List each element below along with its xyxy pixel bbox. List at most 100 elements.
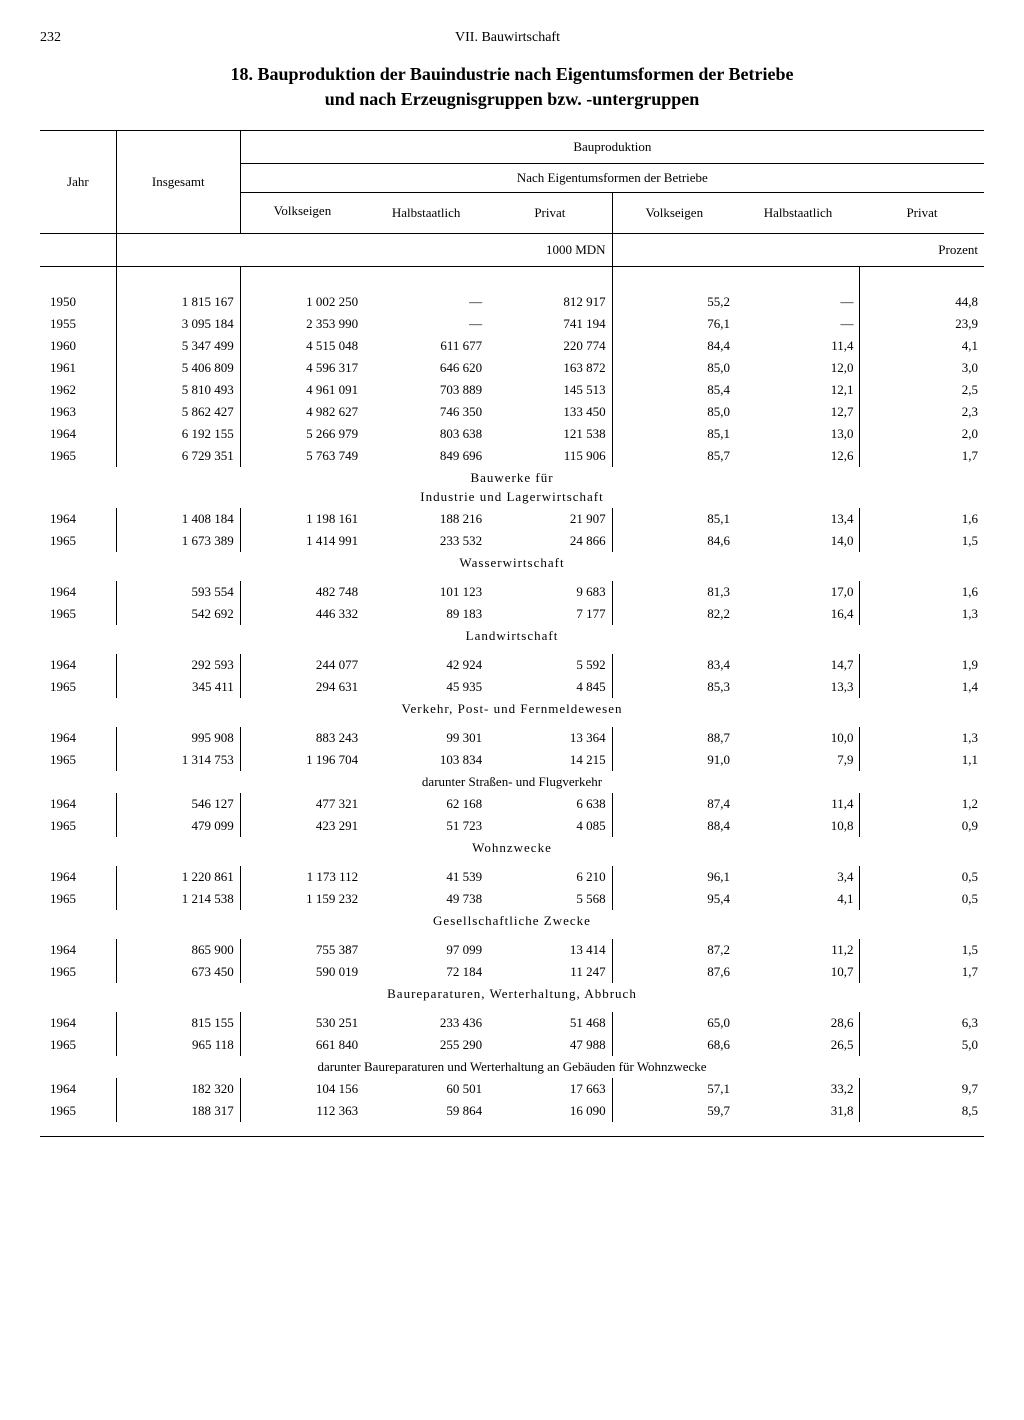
cell-h: 101 123 xyxy=(364,581,488,603)
cell-p: 812 917 xyxy=(488,291,612,313)
table-row: 19651 673 3891 414 991233 53224 86684,61… xyxy=(40,530,984,552)
cell-pp: 3,0 xyxy=(860,357,984,379)
cell-h: 62 168 xyxy=(364,793,488,815)
cell-total: 188 317 xyxy=(116,1100,240,1122)
cell-vp: 85,3 xyxy=(612,676,736,698)
cell-pp: 2,0 xyxy=(860,423,984,445)
section-header: VII. Bauwirtschaft xyxy=(61,30,954,46)
cell-p: 741 194 xyxy=(488,313,612,335)
unit-mdn: 1000 MDN xyxy=(116,234,612,267)
cell-vp: 84,4 xyxy=(612,335,736,357)
cell-vp: 87,2 xyxy=(612,939,736,961)
cell-h: 233 532 xyxy=(364,530,488,552)
table-row: 19553 095 1842 353 990—741 19476,1—23,9 xyxy=(40,313,984,335)
cell-total: 182 320 xyxy=(116,1078,240,1100)
col-year: Jahr xyxy=(40,131,116,234)
cell-p: 13 364 xyxy=(488,727,612,749)
cell-hp: 26,5 xyxy=(736,1034,860,1056)
cell-h: 51 723 xyxy=(364,815,488,837)
cell-total: 1 220 861 xyxy=(116,866,240,888)
cell-total: 1 673 389 xyxy=(116,530,240,552)
cell-p: 9 683 xyxy=(488,581,612,603)
cell-p: 220 774 xyxy=(488,335,612,357)
cell-p: 47 988 xyxy=(488,1034,612,1056)
cell-v: 446 332 xyxy=(240,603,364,625)
cell-year: 1965 xyxy=(40,445,116,467)
cell-v: 883 243 xyxy=(240,727,364,749)
table-row: 19635 862 4274 982 627746 350133 45085,0… xyxy=(40,401,984,423)
cell-v: 661 840 xyxy=(240,1034,364,1056)
cell-total: 995 908 xyxy=(116,727,240,749)
cell-v: 530 251 xyxy=(240,1012,364,1034)
cell-p: 13 414 xyxy=(488,939,612,961)
cell-year: 1965 xyxy=(40,749,116,771)
cell-hp: 33,2 xyxy=(736,1078,860,1100)
cell-v: 477 321 xyxy=(240,793,364,815)
cell-total: 5 406 809 xyxy=(116,357,240,379)
cell-vp: 82,2 xyxy=(612,603,736,625)
cell-pp: 0,5 xyxy=(860,866,984,888)
section-label: Bauwerke für xyxy=(40,467,984,489)
cell-pp: 1,6 xyxy=(860,508,984,530)
section-label: Landwirtschaft xyxy=(40,625,984,654)
cell-v: 4 982 627 xyxy=(240,401,364,423)
cell-pp: 1,7 xyxy=(860,961,984,983)
cell-year: 1964 xyxy=(40,727,116,749)
table-row: 19615 406 8094 596 317646 620163 87285,0… xyxy=(40,357,984,379)
cell-hp: 10,0 xyxy=(736,727,860,749)
col-halbstaatlich-1: Halbstaatlich xyxy=(364,193,488,234)
cell-p: 7 177 xyxy=(488,603,612,625)
section-label: darunter Straßen- und Flugverkehr xyxy=(40,771,984,793)
cell-pp: 9,7 xyxy=(860,1078,984,1100)
cell-v: 112 363 xyxy=(240,1100,364,1122)
cell-total: 6 729 351 xyxy=(116,445,240,467)
table-row: 1965673 450590 01972 18411 24787,610,71,… xyxy=(40,961,984,983)
cell-total: 593 554 xyxy=(116,581,240,603)
page-header: 232 VII. Bauwirtschaft xyxy=(40,30,984,46)
table-row: 1965479 099423 29151 7234 08588,410,80,9 xyxy=(40,815,984,837)
cell-h: 703 889 xyxy=(364,379,488,401)
cell-pp: 1,6 xyxy=(860,581,984,603)
cell-pp: 1,3 xyxy=(860,603,984,625)
cell-year: 1963 xyxy=(40,401,116,423)
page-subtitle: und nach Erzeugnisgruppen bzw. -untergru… xyxy=(40,89,984,110)
cell-hp: 13,4 xyxy=(736,508,860,530)
cell-pp: 4,1 xyxy=(860,335,984,357)
cell-vp: 65,0 xyxy=(612,1012,736,1034)
cell-p: 4 845 xyxy=(488,676,612,698)
cell-vp: 87,4 xyxy=(612,793,736,815)
cell-h: — xyxy=(364,313,488,335)
cell-p: 133 450 xyxy=(488,401,612,423)
cell-vp: 85,1 xyxy=(612,423,736,445)
cell-hp: 14,7 xyxy=(736,654,860,676)
cell-hp: 12,7 xyxy=(736,401,860,423)
cell-year: 1964 xyxy=(40,654,116,676)
cell-h: 42 924 xyxy=(364,654,488,676)
cell-v: 104 156 xyxy=(240,1078,364,1100)
cell-v: 1 173 112 xyxy=(240,866,364,888)
page-number: 232 xyxy=(40,30,61,46)
cell-v: 4 961 091 xyxy=(240,379,364,401)
section-label: Verkehr, Post- und Fernmeldewesen xyxy=(40,698,984,727)
cell-pp: 1,5 xyxy=(860,530,984,552)
cell-pp: 2,5 xyxy=(860,379,984,401)
col-bauproduktion: Bauproduktion xyxy=(240,131,984,164)
cell-vp: 85,4 xyxy=(612,379,736,401)
cell-vp: 95,4 xyxy=(612,888,736,910)
section-label: darunter Baureparaturen und Werterhaltun… xyxy=(40,1056,984,1078)
cell-vp: 85,0 xyxy=(612,401,736,423)
table-row: 1964815 155530 251233 43651 46865,028,66… xyxy=(40,1012,984,1034)
cell-h: 103 834 xyxy=(364,749,488,771)
cell-vp: 84,6 xyxy=(612,530,736,552)
cell-year: 1965 xyxy=(40,888,116,910)
cell-h: 72 184 xyxy=(364,961,488,983)
cell-total: 5 810 493 xyxy=(116,379,240,401)
cell-v: 4 596 317 xyxy=(240,357,364,379)
cell-year: 1964 xyxy=(40,793,116,815)
col-privat-2: Privat xyxy=(860,193,984,234)
cell-vp: 85,1 xyxy=(612,508,736,530)
cell-total: 542 692 xyxy=(116,603,240,625)
cell-v: 4 515 048 xyxy=(240,335,364,357)
cell-hp: 31,8 xyxy=(736,1100,860,1122)
cell-pp: 1,9 xyxy=(860,654,984,676)
